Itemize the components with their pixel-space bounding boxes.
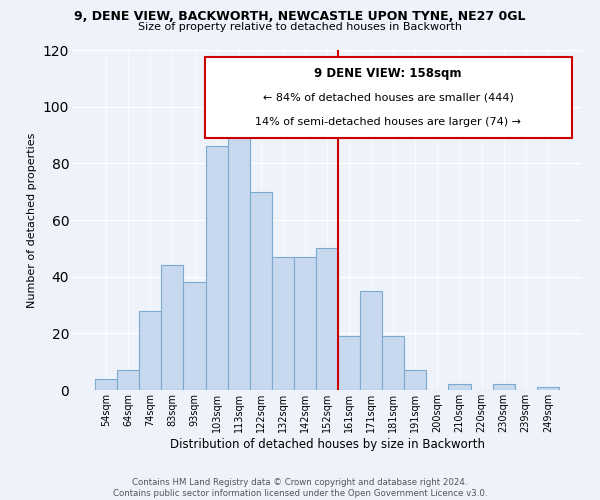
- Bar: [272, 257, 294, 390]
- Text: 9 DENE VIEW: 158sqm: 9 DENE VIEW: 158sqm: [314, 66, 462, 80]
- Bar: [537, 387, 559, 390]
- Bar: [493, 384, 515, 390]
- Bar: [161, 266, 184, 390]
- X-axis label: Distribution of detached houses by size in Backworth: Distribution of detached houses by size …: [170, 438, 485, 450]
- FancyBboxPatch shape: [205, 57, 572, 138]
- Bar: [360, 291, 382, 390]
- Bar: [250, 192, 272, 390]
- Bar: [404, 370, 427, 390]
- Bar: [448, 384, 470, 390]
- Bar: [206, 146, 227, 390]
- Text: Size of property relative to detached houses in Backworth: Size of property relative to detached ho…: [138, 22, 462, 32]
- Text: 9, DENE VIEW, BACKWORTH, NEWCASTLE UPON TYNE, NE27 0GL: 9, DENE VIEW, BACKWORTH, NEWCASTLE UPON …: [74, 10, 526, 23]
- Bar: [139, 310, 161, 390]
- Bar: [382, 336, 404, 390]
- Bar: [338, 336, 360, 390]
- Text: Contains HM Land Registry data © Crown copyright and database right 2024.
Contai: Contains HM Land Registry data © Crown c…: [113, 478, 487, 498]
- Bar: [95, 378, 117, 390]
- Bar: [294, 257, 316, 390]
- Bar: [117, 370, 139, 390]
- Y-axis label: Number of detached properties: Number of detached properties: [27, 132, 37, 308]
- Bar: [184, 282, 206, 390]
- Bar: [227, 124, 250, 390]
- Text: ← 84% of detached houses are smaller (444): ← 84% of detached houses are smaller (44…: [263, 92, 514, 102]
- Text: 14% of semi-detached houses are larger (74) →: 14% of semi-detached houses are larger (…: [255, 117, 521, 127]
- Bar: [316, 248, 338, 390]
